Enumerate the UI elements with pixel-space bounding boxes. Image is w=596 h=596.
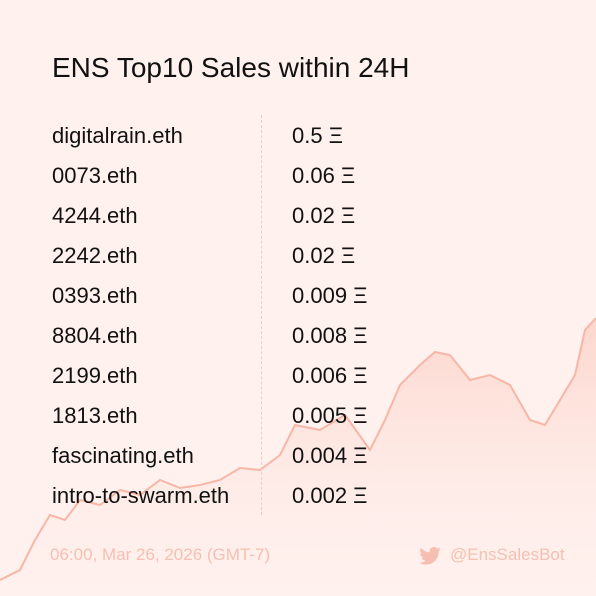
sales-row: 8804.eth 0.008 Ξ xyxy=(52,315,552,355)
background-line xyxy=(0,317,596,581)
sales-row: 2199.eth 0.006 Ξ xyxy=(52,355,552,395)
domain-name: fascinating.eth xyxy=(52,443,194,468)
sale-price: 0.006 Ξ xyxy=(292,363,368,388)
sales-row: 0073.eth 0.06 Ξ xyxy=(52,155,552,195)
sale-price: 0.06 Ξ xyxy=(292,163,356,188)
sales-row: digitalrain.eth 0.5 Ξ xyxy=(52,115,552,155)
sales-row: 0393.eth 0.009 Ξ xyxy=(52,275,552,315)
domain-name: 2199.eth xyxy=(52,363,138,388)
sale-price: 0.004 Ξ xyxy=(292,443,368,468)
domain-name: 4244.eth xyxy=(52,203,138,228)
domain-name: 0073.eth xyxy=(52,163,138,188)
sale-price: 0.02 Ξ xyxy=(292,243,356,268)
sale-price: 0.005 Ξ xyxy=(292,403,368,428)
twitter-icon xyxy=(419,547,441,565)
sale-price: 0.008 Ξ xyxy=(292,323,368,348)
sales-row: 1813.eth 0.005 Ξ xyxy=(52,395,552,435)
sale-price: 0.02 Ξ xyxy=(292,203,356,228)
sale-price: 0.5 Ξ xyxy=(292,123,343,148)
domain-name: 2242.eth xyxy=(52,243,138,268)
sales-table: digitalrain.eth 0.5 Ξ 0073.eth 0.06 Ξ 4244.e… xyxy=(52,115,552,515)
domain-name: intro-to-swarm.eth xyxy=(52,483,230,508)
sales-row: fascinating.eth 0.004 Ξ xyxy=(52,435,552,475)
sales-row: intro-to-swarm.eth 0.002 Ξ xyxy=(52,475,552,515)
handle: @EnsSalesBot xyxy=(450,545,565,564)
title: ENS Top10 Sales within 24H xyxy=(52,52,410,83)
sales-row: 4244.eth 0.02 Ξ xyxy=(52,195,552,235)
domain-name: 1813.eth xyxy=(52,403,138,428)
sale-price: 0.009 Ξ xyxy=(292,283,368,308)
sale-price: 0.002 Ξ xyxy=(292,483,368,508)
domain-name: 0393.eth xyxy=(52,283,138,308)
sales-row: 2242.eth 0.02 Ξ xyxy=(52,235,552,275)
divider xyxy=(261,115,262,515)
domain-name: digitalrain.eth xyxy=(52,123,183,148)
domain-name: 8804.eth xyxy=(52,323,138,348)
background-area xyxy=(0,318,596,596)
timestamp: 06:00, Mar 26, 2026 (GMT-7) xyxy=(50,545,271,564)
